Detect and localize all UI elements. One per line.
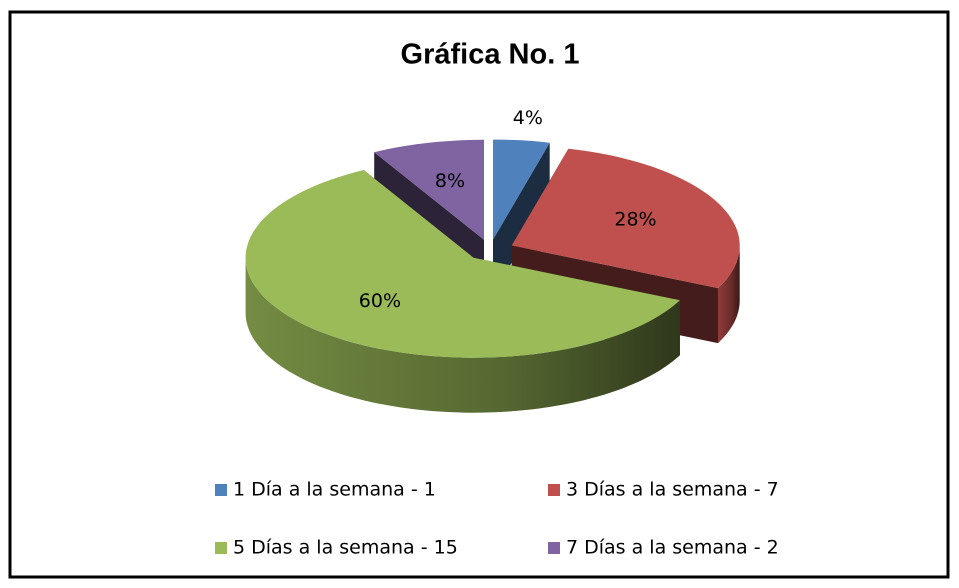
slice-side bbox=[493, 142, 550, 295]
slice bbox=[374, 139, 484, 240]
legend-swatch bbox=[548, 484, 560, 496]
legend-swatch bbox=[548, 542, 560, 554]
legend-label: 1 Día a la semana - 1 bbox=[233, 479, 436, 501]
slice bbox=[511, 148, 740, 289]
legend-swatch bbox=[215, 484, 227, 496]
data-label: 4% bbox=[513, 107, 543, 129]
legend-label: 7 Días a la semana - 2 bbox=[566, 537, 779, 559]
data-label: 28% bbox=[614, 208, 656, 230]
slice-wall bbox=[718, 245, 740, 344]
slice bbox=[245, 170, 680, 358]
chart-title: Gráfica No. 1 bbox=[401, 39, 580, 71]
legend-label: 3 Días a la semana - 7 bbox=[566, 479, 779, 501]
data-label: 8% bbox=[435, 170, 465, 192]
data-label: 60% bbox=[359, 290, 401, 312]
legend-swatch bbox=[215, 542, 227, 554]
slice bbox=[493, 139, 550, 240]
slice-wall bbox=[245, 257, 680, 413]
legend-label: 5 Días a la semana - 15 bbox=[233, 537, 458, 559]
